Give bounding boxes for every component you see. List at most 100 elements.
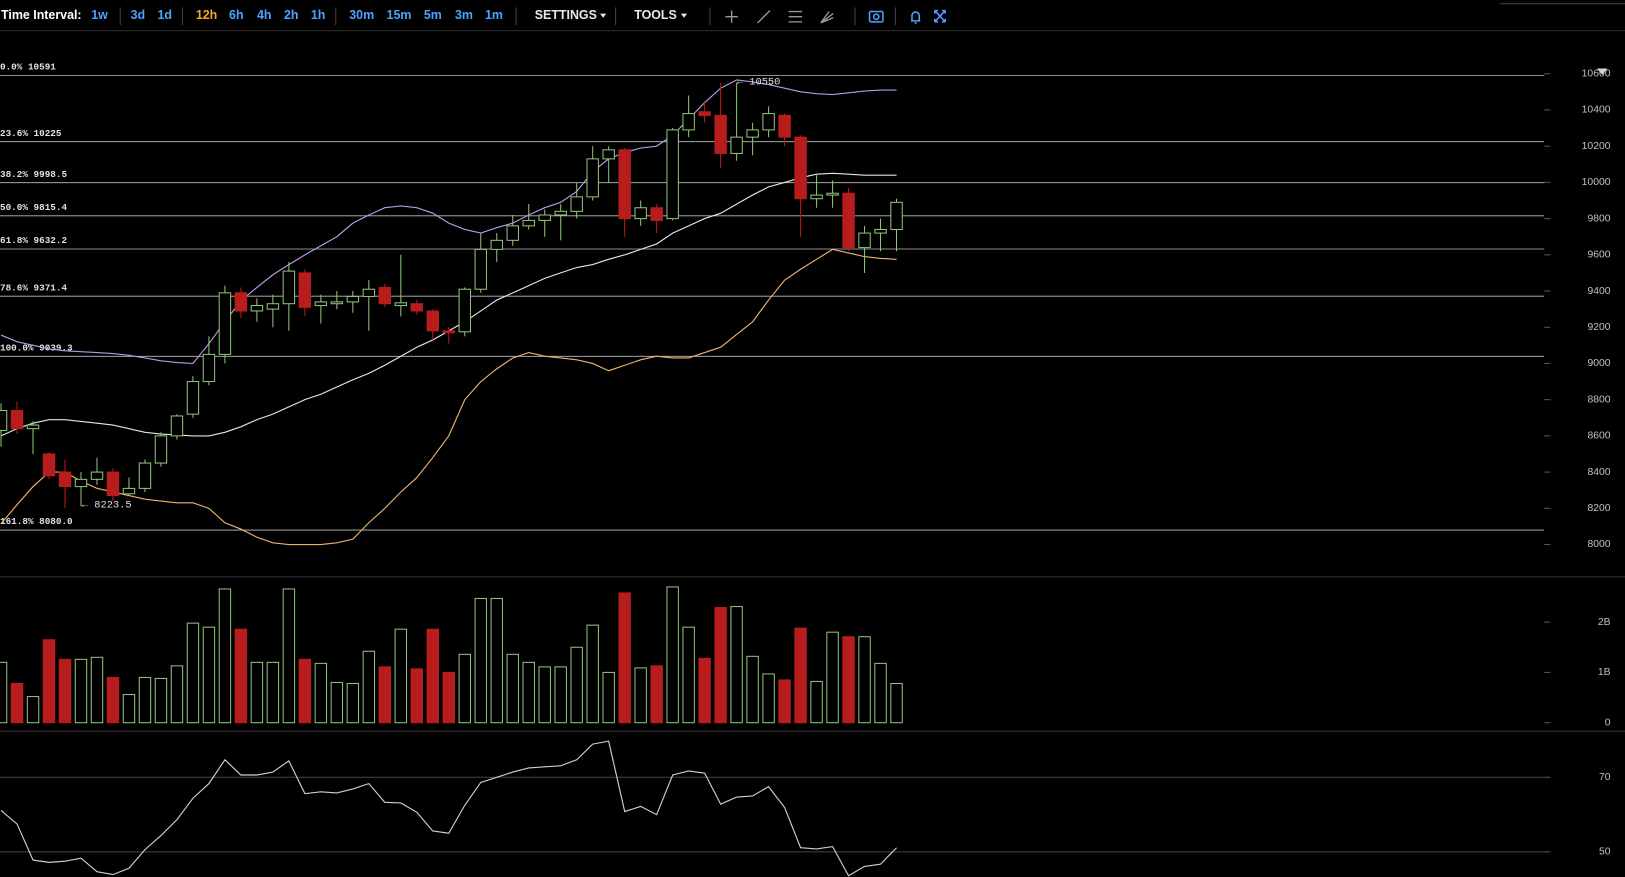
candle-body — [250, 305, 264, 312]
volume-bar — [858, 636, 871, 724]
candle-body — [682, 113, 695, 131]
candle-body — [346, 295, 360, 303]
candle-body — [890, 201, 903, 230]
candle-body — [458, 288, 471, 333]
candle-body — [90, 471, 104, 480]
volume-bar — [890, 682, 903, 724]
candle-body — [282, 270, 296, 305]
volume-bar — [746, 655, 759, 724]
interval-button[interactable]: 1m — [485, 8, 503, 22]
y-tick-label: 9200 — [1587, 322, 1610, 333]
candle-body — [778, 114, 791, 138]
volume-bar — [250, 661, 264, 724]
fib-label: 161.8% 8080.0 — [0, 516, 73, 527]
fib-label: 23.6% 10225 — [0, 128, 62, 139]
y-tick-label: 10400 — [1582, 105, 1611, 116]
toolbar-separators — [119, 7, 896, 25]
interval-button[interactable]: 3d — [131, 8, 146, 22]
volume-bar — [266, 661, 280, 724]
candle-body — [170, 415, 184, 437]
candle-body — [714, 114, 727, 154]
annotation: ← 10550 — [737, 77, 781, 89]
interval-button[interactable]: 1h — [311, 8, 326, 22]
y-tick-label: 8800 — [1587, 394, 1610, 405]
interval-button[interactable]: 2h — [284, 8, 299, 22]
candle-body — [618, 149, 631, 220]
candle-body — [490, 239, 503, 250]
rsi-line — [0, 740, 897, 877]
interval-button[interactable]: 30m — [349, 8, 374, 22]
volume-bar — [234, 628, 248, 724]
interval-button[interactable]: 6h — [229, 8, 244, 22]
volume-bar — [826, 631, 839, 724]
volume-bar — [26, 696, 40, 724]
y-tick-label: 70 — [1599, 772, 1611, 783]
volume-bar — [714, 607, 727, 724]
y-tick-label: 8400 — [1587, 467, 1610, 478]
candle-body — [698, 111, 711, 116]
y-tick-label: 9800 — [1587, 213, 1610, 224]
volume-bar — [314, 662, 328, 724]
volume-bar — [762, 673, 775, 724]
interval-button[interactable]: 1d — [158, 8, 172, 22]
candle-body — [298, 272, 312, 308]
candle-body — [410, 303, 424, 312]
candle-body — [378, 286, 392, 305]
candle-body — [858, 232, 871, 249]
candle-body — [26, 424, 40, 430]
volume-bar — [394, 628, 408, 724]
volume-bar — [170, 665, 184, 724]
y-tick-label: 9000 — [1587, 358, 1610, 369]
candle-body — [154, 435, 168, 464]
volume-bar — [426, 628, 440, 724]
candle-body — [362, 288, 376, 297]
candle-body — [842, 192, 855, 249]
volume-bar — [698, 657, 711, 724]
annotation: ← 8223.5 — [82, 500, 132, 512]
candle-body — [314, 301, 328, 307]
volume-bar — [586, 624, 599, 724]
action-icons[interactable] — [868, 9, 946, 24]
y-tick-label: 8600 — [1587, 431, 1610, 442]
volume-bar — [330, 681, 344, 724]
interval-button[interactable]: 12h — [196, 8, 217, 22]
volume-bar — [282, 588, 296, 724]
volume-bar — [682, 626, 695, 724]
interval-button[interactable]: 1w — [91, 8, 108, 22]
volume-bar — [218, 588, 232, 724]
y-tick-label: 8000 — [1587, 539, 1610, 550]
volume-bar — [842, 636, 855, 724]
candle-body — [650, 207, 663, 221]
volume-bar — [42, 639, 56, 724]
volume-bar — [138, 676, 152, 724]
candle-body — [186, 381, 200, 415]
interval-button[interactable]: 5m — [424, 8, 442, 22]
volume-bar — [554, 666, 567, 724]
volume-bar — [74, 658, 88, 724]
candle-body — [586, 158, 599, 198]
candle-body — [42, 453, 56, 477]
fib-label: 100.0% 9039.3 — [0, 343, 73, 354]
candle-body — [426, 310, 440, 332]
candle-body — [762, 113, 775, 131]
volume-bar — [490, 597, 503, 724]
candle-body — [10, 410, 24, 430]
interval-button[interactable]: 3m — [455, 8, 473, 22]
drawing-tools[interactable] — [725, 10, 834, 24]
tools-menu[interactable]: TOOLS — [634, 8, 677, 22]
interval-button[interactable]: 4h — [257, 8, 272, 22]
volume-bar — [186, 622, 200, 724]
volume-bar — [778, 679, 791, 724]
volume-bar — [666, 586, 679, 724]
candle-body — [74, 478, 88, 488]
y-tick-label: 50 — [1599, 847, 1611, 858]
settings-menu[interactable]: SETTINGS — [535, 8, 597, 22]
volume-bar — [506, 653, 519, 724]
candle-body — [506, 225, 519, 241]
y-tick-label: 1B — [1598, 667, 1611, 678]
fib-label: 38.2% 9998.5 — [0, 169, 67, 180]
candle-body — [826, 192, 839, 196]
interval-button[interactable]: 15m — [387, 8, 412, 22]
